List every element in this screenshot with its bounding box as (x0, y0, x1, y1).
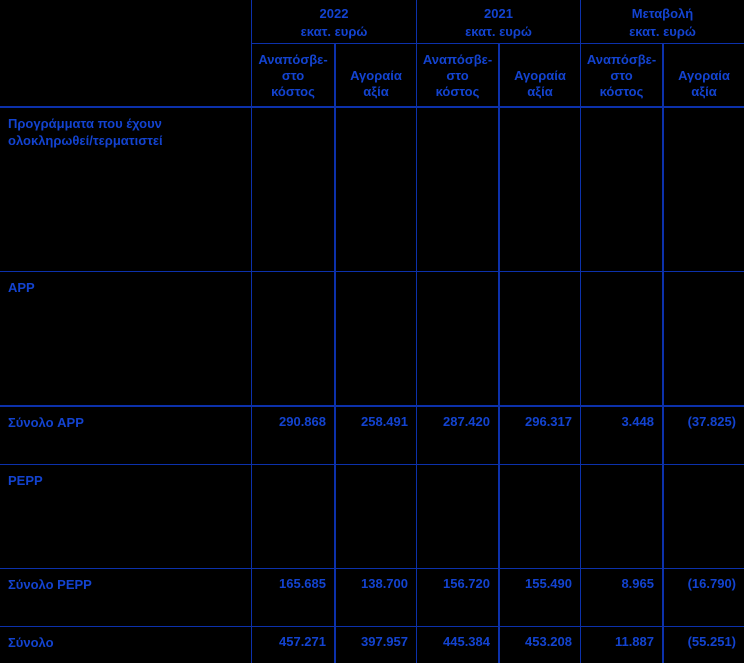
column-group-change: Μεταβολή εκατ. ευρώ (580, 0, 744, 44)
row-label: PEPP (0, 465, 251, 568)
value-cell: 3.448 (580, 407, 662, 464)
value-cell (251, 272, 334, 405)
subheader-amortized-cost-change: Αναπόσβε- στο κόστος (580, 44, 662, 106)
value-cell: 11.887 (580, 627, 662, 663)
value-cell: 155.490 (498, 569, 580, 626)
value-cell (498, 465, 580, 568)
subheader-market-value-2022: Αγοραία αξία (334, 44, 416, 106)
row-label: APP (0, 272, 251, 405)
value-cell: 457.271 (251, 627, 334, 663)
subheader-amortized-cost-2022: Αναπόσβε- στο κόστος (251, 44, 334, 106)
value-cell (334, 465, 416, 568)
value-cell: 138.700 (334, 569, 416, 626)
row-label-line1: Σύνολο APP (8, 415, 84, 430)
value-cell: 258.491 (334, 407, 416, 464)
value-cell (416, 465, 498, 568)
subheader-line: κόστος (435, 84, 480, 99)
value-cell: 445.384 (416, 627, 498, 663)
table-row-pepp-section: PEPP (0, 464, 744, 568)
value-cell: (16.790) (662, 569, 744, 626)
value-cell: 8.965 (580, 569, 662, 626)
subheader-line: αξία (363, 84, 389, 99)
value-cell: 290.868 (251, 407, 334, 464)
subheader-line: στο (446, 68, 469, 83)
subheader-spacer-cell (0, 44, 251, 106)
subheader-line: στο (281, 68, 305, 83)
value-cell (498, 272, 580, 405)
row-label-line1: Σύνολο (8, 635, 54, 650)
row-label-line1: Προγράμματα που έχουν (8, 116, 162, 131)
row-label: Σύνολο PEPP (0, 569, 251, 626)
row-label-line1: PEPP (8, 473, 43, 488)
row-label: Σύνολο (0, 627, 251, 663)
column-group-2022: 2022 εκατ. ευρώ (251, 0, 416, 44)
value-cell (334, 272, 416, 405)
value-cell: (37.825) (662, 407, 744, 464)
subheader-line: αξία (527, 84, 553, 99)
subheader-row: Αναπόσβε- στο κόστος Αγοραία αξία Αναπόσ… (0, 44, 744, 108)
table-row-total-app: Σύνολο APP 290.868 258.491 287.420 296.3… (0, 405, 744, 464)
value-cell (251, 108, 334, 271)
subheader-line: Αναπόσβε- (422, 52, 493, 67)
subheader-line: στο (610, 68, 633, 83)
value-cell (662, 465, 744, 568)
value-cell: 296.317 (498, 407, 580, 464)
table-row-total-pepp: Σύνολο PEPP 165.685 138.700 156.720 155.… (0, 568, 744, 626)
value-cell: 397.957 (334, 627, 416, 663)
value-cell (580, 465, 662, 568)
subheader-line: Αγοραία (514, 68, 566, 83)
header-group-row: 2022 εκατ. ευρώ 2021 εκατ. ευρώ Μεταβολή… (0, 0, 744, 44)
value-cell: 453.208 (498, 627, 580, 663)
subheader-line: Αναπόσβε- (586, 52, 657, 67)
group-subtitle: εκατ. ευρώ (465, 24, 532, 39)
subheader-line: αξία (691, 84, 717, 99)
subheader-line: κόστος (599, 84, 644, 99)
value-cell (662, 108, 744, 271)
row-label: Σύνολο APP (0, 407, 251, 464)
value-cell (498, 108, 580, 271)
row-label-line2: ολοκληρωθεί/τερματιστεί (8, 133, 163, 148)
group-subtitle: εκατ. ευρώ (300, 24, 368, 39)
subheader-line: Αναπόσβε- (258, 52, 328, 67)
row-label-line1: Σύνολο PEPP (8, 577, 92, 592)
value-cell: (55.251) (662, 627, 744, 663)
value-cell: 287.420 (416, 407, 498, 464)
value-cell: 156.720 (416, 569, 498, 626)
group-title: 2022 (319, 6, 349, 21)
value-cell (580, 272, 662, 405)
subheader-market-value-2021: Αγοραία αξία (498, 44, 580, 106)
table-row-terminated-programmes: Προγράμματα που έχουν ολοκληρωθεί/τερματ… (0, 108, 744, 271)
value-cell (416, 108, 498, 271)
row-label-line1: APP (8, 280, 35, 295)
column-group-2021: 2021 εκατ. ευρώ (416, 0, 580, 44)
table-row-app-section: APP (0, 271, 744, 405)
value-cell (251, 465, 334, 568)
subheader-line: Αγοραία (350, 68, 402, 83)
value-cell (334, 108, 416, 271)
header-spacer-cell (0, 0, 251, 44)
subheader-market-value-change: Αγοραία αξία (662, 44, 744, 106)
group-subtitle: εκατ. ευρώ (629, 24, 696, 39)
value-cell (416, 272, 498, 405)
table-row-grand-total: Σύνολο 457.271 397.957 445.384 453.208 1… (0, 626, 744, 663)
subheader-line: κόστος (271, 84, 315, 99)
row-label: Προγράμματα που έχουν ολοκληρωθεί/τερματ… (0, 108, 251, 271)
value-cell: 165.685 (251, 569, 334, 626)
group-title: 2021 (484, 6, 513, 21)
subheader-amortized-cost-2021: Αναπόσβε- στο κόστος (416, 44, 498, 106)
value-cell (662, 272, 744, 405)
value-cell (580, 108, 662, 271)
group-title: Μεταβολή (631, 6, 694, 21)
subheader-line: Αγοραία (678, 68, 730, 83)
